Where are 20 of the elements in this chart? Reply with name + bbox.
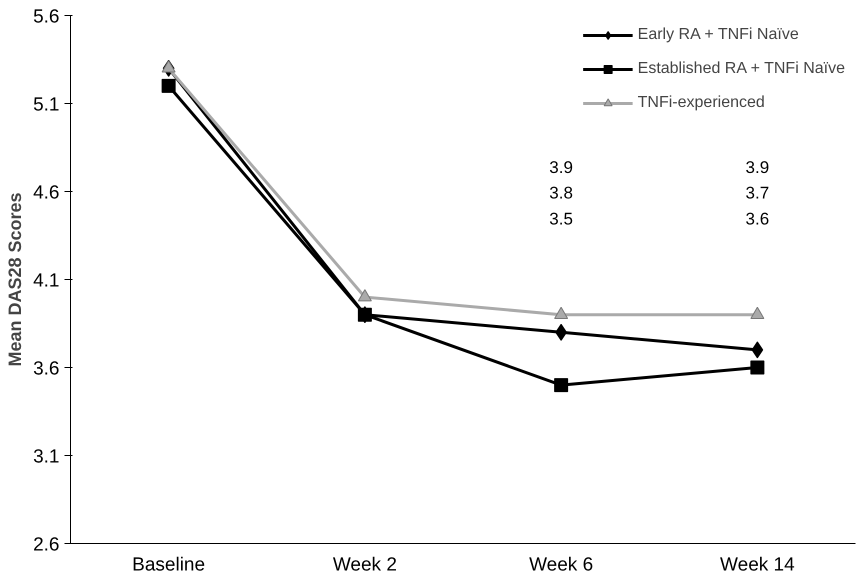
annotation: 3.9 3.7 3.6 bbox=[746, 158, 770, 228]
x-tick-label: Week 2 bbox=[332, 554, 397, 576]
y-tick-label: 3.6 bbox=[33, 358, 60, 380]
y-tick-label: 5.6 bbox=[33, 6, 60, 28]
point bbox=[162, 78, 176, 93]
y-axis-title: Mean DAS28 Scores bbox=[5, 192, 26, 367]
point bbox=[554, 378, 568, 392]
point bbox=[750, 360, 764, 374]
y-tick-label: 4.6 bbox=[33, 182, 60, 204]
x-tick-label: Baseline bbox=[132, 554, 206, 576]
x-tick-label: Week 6 bbox=[529, 554, 594, 576]
x-tick-label: Week 14 bbox=[720, 554, 796, 576]
y-tick-label: 4.1 bbox=[33, 270, 60, 292]
annotation: 3.9 3.8 3.5 bbox=[549, 158, 573, 228]
legend-label: TNFi-experienced bbox=[638, 94, 765, 112]
y-tick-label: 5.1 bbox=[33, 94, 60, 116]
legend-label: Established RA + TNFi Naïve bbox=[638, 60, 845, 78]
y-tick-label: 2.6 bbox=[33, 534, 60, 556]
legend-label: Early RA + TNFi Naïve bbox=[638, 26, 799, 44]
y-tick-label: 3.1 bbox=[33, 446, 60, 468]
